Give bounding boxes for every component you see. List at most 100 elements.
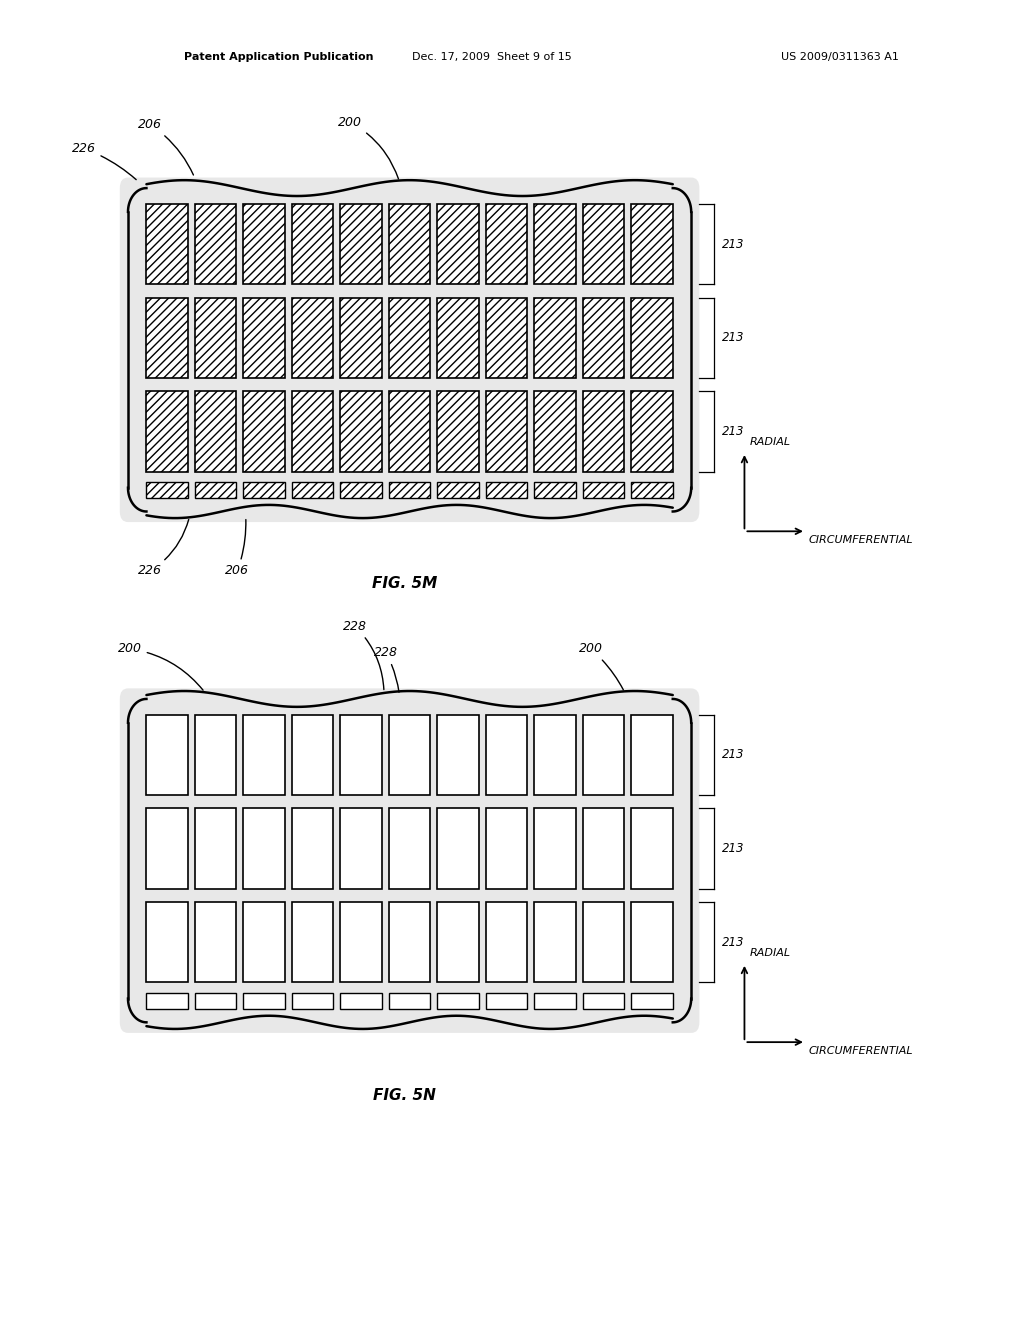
Bar [437, 391, 479, 471]
Bar [389, 482, 430, 498]
Bar [146, 297, 187, 378]
Text: 213: 213 [722, 748, 744, 762]
Bar [583, 203, 625, 284]
Text: RADIAL: RADIAL [750, 437, 791, 446]
Bar [340, 391, 382, 471]
Bar [583, 808, 625, 888]
Bar [535, 808, 575, 888]
Bar [340, 203, 382, 284]
Bar [486, 715, 527, 795]
Bar [389, 391, 430, 471]
Bar [292, 902, 333, 982]
Bar [632, 993, 673, 1010]
Bar [437, 715, 479, 795]
Bar [535, 482, 575, 498]
Bar [195, 993, 237, 1010]
Bar [244, 482, 285, 498]
Text: 206: 206 [138, 119, 194, 176]
Bar [486, 203, 527, 284]
Bar [292, 297, 333, 378]
Bar [535, 902, 575, 982]
Bar [437, 808, 479, 888]
Bar [146, 808, 187, 888]
Bar [486, 391, 527, 471]
Bar [389, 203, 430, 284]
Bar [437, 297, 479, 378]
Bar [146, 715, 187, 795]
Bar [146, 902, 187, 982]
FancyBboxPatch shape [120, 177, 699, 521]
Bar [244, 203, 285, 284]
Text: 200: 200 [118, 643, 203, 690]
Text: RADIAL: RADIAL [750, 948, 791, 958]
Text: 213: 213 [722, 238, 744, 251]
Bar [195, 808, 237, 888]
Bar [292, 203, 333, 284]
Bar [292, 391, 333, 471]
Bar [583, 715, 625, 795]
Bar [535, 993, 575, 1010]
Text: 226: 226 [138, 520, 188, 577]
Bar [340, 715, 382, 795]
Bar [583, 297, 625, 378]
Bar [292, 482, 333, 498]
Bar [244, 808, 285, 888]
Bar [340, 902, 382, 982]
Bar [195, 297, 237, 378]
Bar [632, 391, 673, 471]
Bar [389, 993, 430, 1010]
Bar [486, 902, 527, 982]
Bar [486, 297, 527, 378]
Bar [535, 203, 575, 284]
Bar [340, 482, 382, 498]
Bar [195, 391, 237, 471]
Bar [195, 902, 237, 982]
Bar [292, 808, 333, 888]
Bar [437, 203, 479, 284]
Text: 213: 213 [722, 331, 744, 345]
Bar [632, 715, 673, 795]
Bar [486, 808, 527, 888]
Bar [340, 993, 382, 1010]
Bar [244, 391, 285, 471]
Text: Dec. 17, 2009  Sheet 9 of 15: Dec. 17, 2009 Sheet 9 of 15 [412, 51, 571, 62]
Bar [389, 297, 430, 378]
Text: 200: 200 [579, 643, 624, 690]
Text: 200: 200 [338, 116, 398, 180]
Bar [389, 715, 430, 795]
Bar [486, 482, 527, 498]
FancyBboxPatch shape [120, 689, 699, 1032]
Bar [535, 297, 575, 378]
Bar [292, 715, 333, 795]
Text: CIRCUMFERENTIAL: CIRCUMFERENTIAL [809, 1045, 913, 1056]
Bar [195, 482, 237, 498]
Bar [583, 482, 625, 498]
Text: 213: 213 [722, 425, 744, 438]
Bar [244, 993, 285, 1010]
Bar [244, 902, 285, 982]
Text: 226: 226 [72, 143, 136, 180]
Bar [632, 297, 673, 378]
Bar [583, 993, 625, 1010]
Bar [244, 715, 285, 795]
Bar [437, 993, 479, 1010]
Text: CIRCUMFERENTIAL: CIRCUMFERENTIAL [809, 536, 913, 545]
Text: 213: 213 [722, 842, 744, 855]
Bar [389, 902, 430, 982]
Bar [535, 391, 575, 471]
Bar [535, 715, 575, 795]
Text: 228: 228 [374, 647, 399, 692]
Bar [244, 297, 285, 378]
Bar [195, 715, 237, 795]
Bar [146, 482, 187, 498]
Bar [437, 902, 479, 982]
Bar [583, 391, 625, 471]
Text: 206: 206 [225, 520, 249, 577]
Text: 213: 213 [722, 936, 744, 949]
Bar [632, 808, 673, 888]
Text: FIG. 5N: FIG. 5N [373, 1088, 436, 1104]
Bar [389, 808, 430, 888]
Bar [146, 391, 187, 471]
Bar [632, 482, 673, 498]
Bar [437, 482, 479, 498]
